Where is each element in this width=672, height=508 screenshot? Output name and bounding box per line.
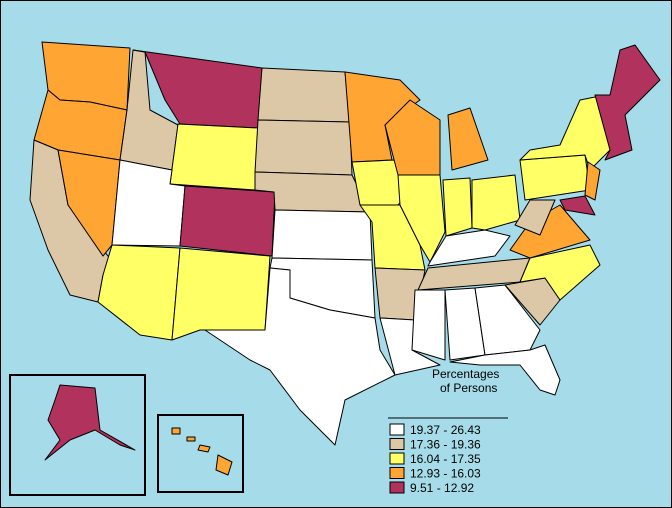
legend-title: Percentages [432,367,499,381]
state [57,149,121,257]
legend-swatch [389,467,405,479]
legend-label: 17.36 - 19.36 [410,438,481,452]
legend: Percentages of Persons 19.37 - 26.4317.3… [388,367,508,495]
state [254,119,353,176]
legend-swatch [389,452,405,465]
legend-label: 16.04 - 17.35 [410,452,481,466]
state [384,99,441,176]
legend-swatch [389,423,405,436]
state [594,44,661,161]
state [584,161,601,201]
legend-title: of Persons [440,381,497,395]
state [474,284,541,356]
state [186,436,196,442]
legend-swatch [389,438,405,450]
state [197,444,211,453]
state [171,427,181,435]
legend-label: 9.51 - 12.92 [410,481,474,495]
legend-label: 19.37 - 26.43 [410,423,481,437]
state [442,177,473,237]
state [204,267,396,446]
state [514,199,556,236]
states [29,41,661,446]
state [169,123,259,191]
legend-label: 12.93 - 16.03 [410,467,481,481]
state [559,195,596,216]
state [215,454,233,476]
state [271,209,373,261]
state [257,67,351,123]
state [447,107,489,171]
state [427,229,511,267]
state [44,384,136,461]
state [179,185,276,257]
state [411,289,446,361]
hawaii-inset [157,414,244,493]
state [471,174,521,231]
legend-swatch [389,481,405,494]
state [449,344,561,396]
state [171,247,271,341]
state [379,317,441,376]
